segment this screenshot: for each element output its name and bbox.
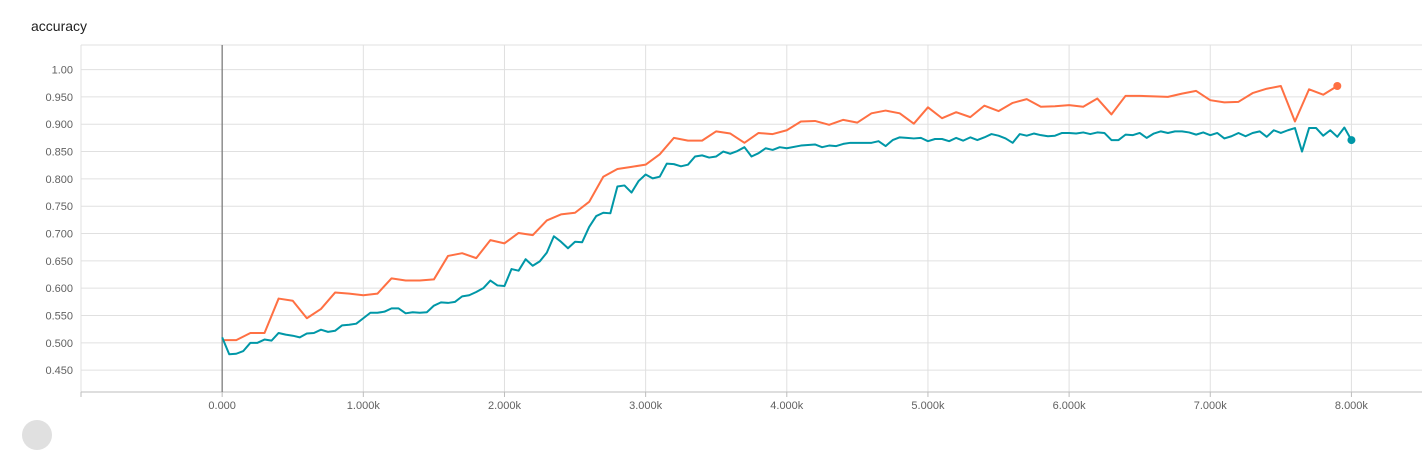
y-tick-label: 0.750 [45,201,73,213]
chart-title: accuracy [31,18,88,34]
series-lines [221,84,1353,356]
series-line-0 [222,84,1338,342]
y-tick-label: 0.700 [45,229,73,241]
y-tick-label: 0.550 [45,310,73,322]
x-tick-label: 1.000k [347,400,381,412]
y-tick-label: 0.900 [45,119,73,131]
y-tick-label: 0.600 [45,283,73,295]
accuracy-chart[interactable]: 0.450 0.500 0.550 0.600 0.650 0.700 0.750 0.800… [0,0,1422,428]
series-line-1 [221,126,1353,356]
series-end-point-0 [1333,81,1342,90]
x-tick-label: 4.000k [770,400,804,412]
y-tick-label: 0.500 [45,338,73,350]
y-tick-label: 0.650 [45,256,73,268]
series-end-markers [1333,81,1356,145]
x-tick-labels: 0.000 1.000k 2.000k 3.000k 4.000k 5.000k 6.000… [208,400,1368,412]
y-tick-label: 0.800 [45,174,73,186]
y-tick-label: 0.950 [45,92,73,104]
y-tick-label: 0.450 [45,365,73,377]
x-tick-label: 8.000k [1335,400,1369,412]
x-tick-label: 5.000k [911,400,945,412]
x-tick-label: 7.000k [1194,400,1228,412]
y-tick-label: 0.850 [45,147,73,159]
x-tick-label: 3.000k [629,400,663,412]
y-tick-label: 1.00 [52,65,73,77]
y-tick-labels: 0.450 0.500 0.550 0.600 0.650 0.700 0.750 0.800… [45,65,73,378]
x-tick-label: 0.000 [208,400,236,412]
expand-button[interactable] [22,420,52,450]
x-tick-label: 6.000k [1053,400,1087,412]
series-end-point-1 [1347,136,1356,145]
grid [80,44,1422,392]
axes [80,45,1422,397]
x-tick-label: 2.000k [488,400,522,412]
